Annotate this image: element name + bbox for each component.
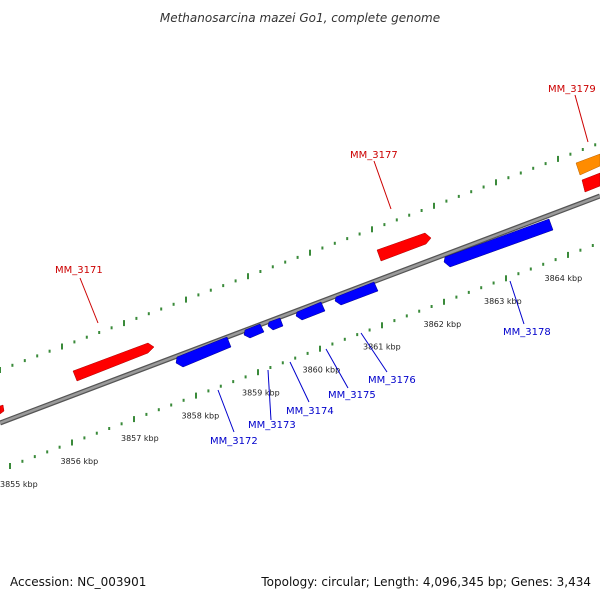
forward-strand-ticks: [0, 143, 597, 373]
scale-label: 3858 kbp: [182, 411, 220, 420]
genome-backbone: [0, 194, 600, 425]
scale-label: 3857 kbp: [121, 434, 159, 443]
callout-line-mm-3173: [267, 369, 272, 421]
map-title: Methanosarcina mazei Go1, complete genom…: [160, 11, 440, 25]
callout-line-mm-3176: [360, 332, 388, 373]
gene-callouts: [79, 94, 589, 433]
gene-mm-3171[interactable]: [72, 342, 155, 382]
callout-line-mm-3178: [509, 280, 525, 325]
gene-label-mm-3178[interactable]: MM_3178: [503, 327, 551, 338]
gene-mm-3178[interactable]: [443, 218, 554, 268]
gene-partial-right[interactable]: [581, 172, 600, 193]
gene-label-mm-3174[interactable]: MM_3174: [286, 406, 334, 417]
callout-line-mm-3177: [373, 160, 392, 210]
gene-mm-3173[interactable]: [243, 323, 265, 339]
callout-line-mm-3179: [574, 94, 589, 143]
accession-text: Accession: NC_003901: [10, 575, 146, 589]
summary-text: Topology: circular; Length: 4,096,345 bp…: [260, 575, 591, 589]
callout-line-mm-3171: [79, 277, 99, 324]
gene-mm-3172[interactable]: [175, 336, 232, 368]
scale-label: 3862 kbp: [424, 320, 462, 329]
gene-label-mm-3176[interactable]: MM_3176: [368, 375, 416, 386]
scale-label: 3863 kbp: [484, 297, 522, 306]
gene-features: [0, 153, 600, 415]
scale-labels: 3855 kbp 3856 kbp 3857 kbp 3858 kbp 3859 kbp…: [0, 274, 582, 489]
callout-line-mm-3174: [289, 361, 310, 403]
reverse-strand-ticks: [9, 244, 594, 469]
callout-line-mm-3175: [325, 348, 349, 389]
scale-label: 3859 kbp: [242, 388, 280, 397]
scale-label: 3860 kbp: [303, 366, 341, 375]
scale-label: 3864 kbp: [545, 274, 583, 283]
gene-label-mm-3179[interactable]: MM_3179: [548, 84, 596, 95]
gene-mm-3176[interactable]: [334, 281, 379, 306]
gene-mm-3175[interactable]: [295, 301, 326, 321]
callout-line-mm-3172: [217, 389, 235, 433]
gene-partial-left[interactable]: [0, 404, 5, 415]
scale-label: 3861 kbp: [363, 343, 401, 352]
gene-label-mm-3173[interactable]: MM_3173: [248, 420, 296, 431]
gene-mm-3177[interactable]: [376, 232, 432, 262]
gene-label-mm-3175[interactable]: MM_3175: [328, 390, 376, 401]
gene-label-mm-3177[interactable]: MM_3177: [350, 150, 398, 161]
scale-label: 3855 kbp: [0, 480, 38, 489]
scale-label: 3856 kbp: [61, 457, 99, 466]
gene-labels: MM_3171 MM_3172 MM_3173 MM_3174 MM_3175 …: [55, 84, 596, 447]
gene-label-mm-3172[interactable]: MM_3172: [210, 436, 258, 447]
gene-mm-3174[interactable]: [267, 317, 284, 331]
gene-mm-3179[interactable]: [575, 153, 600, 176]
gene-label-mm-3171[interactable]: MM_3171: [55, 265, 103, 276]
